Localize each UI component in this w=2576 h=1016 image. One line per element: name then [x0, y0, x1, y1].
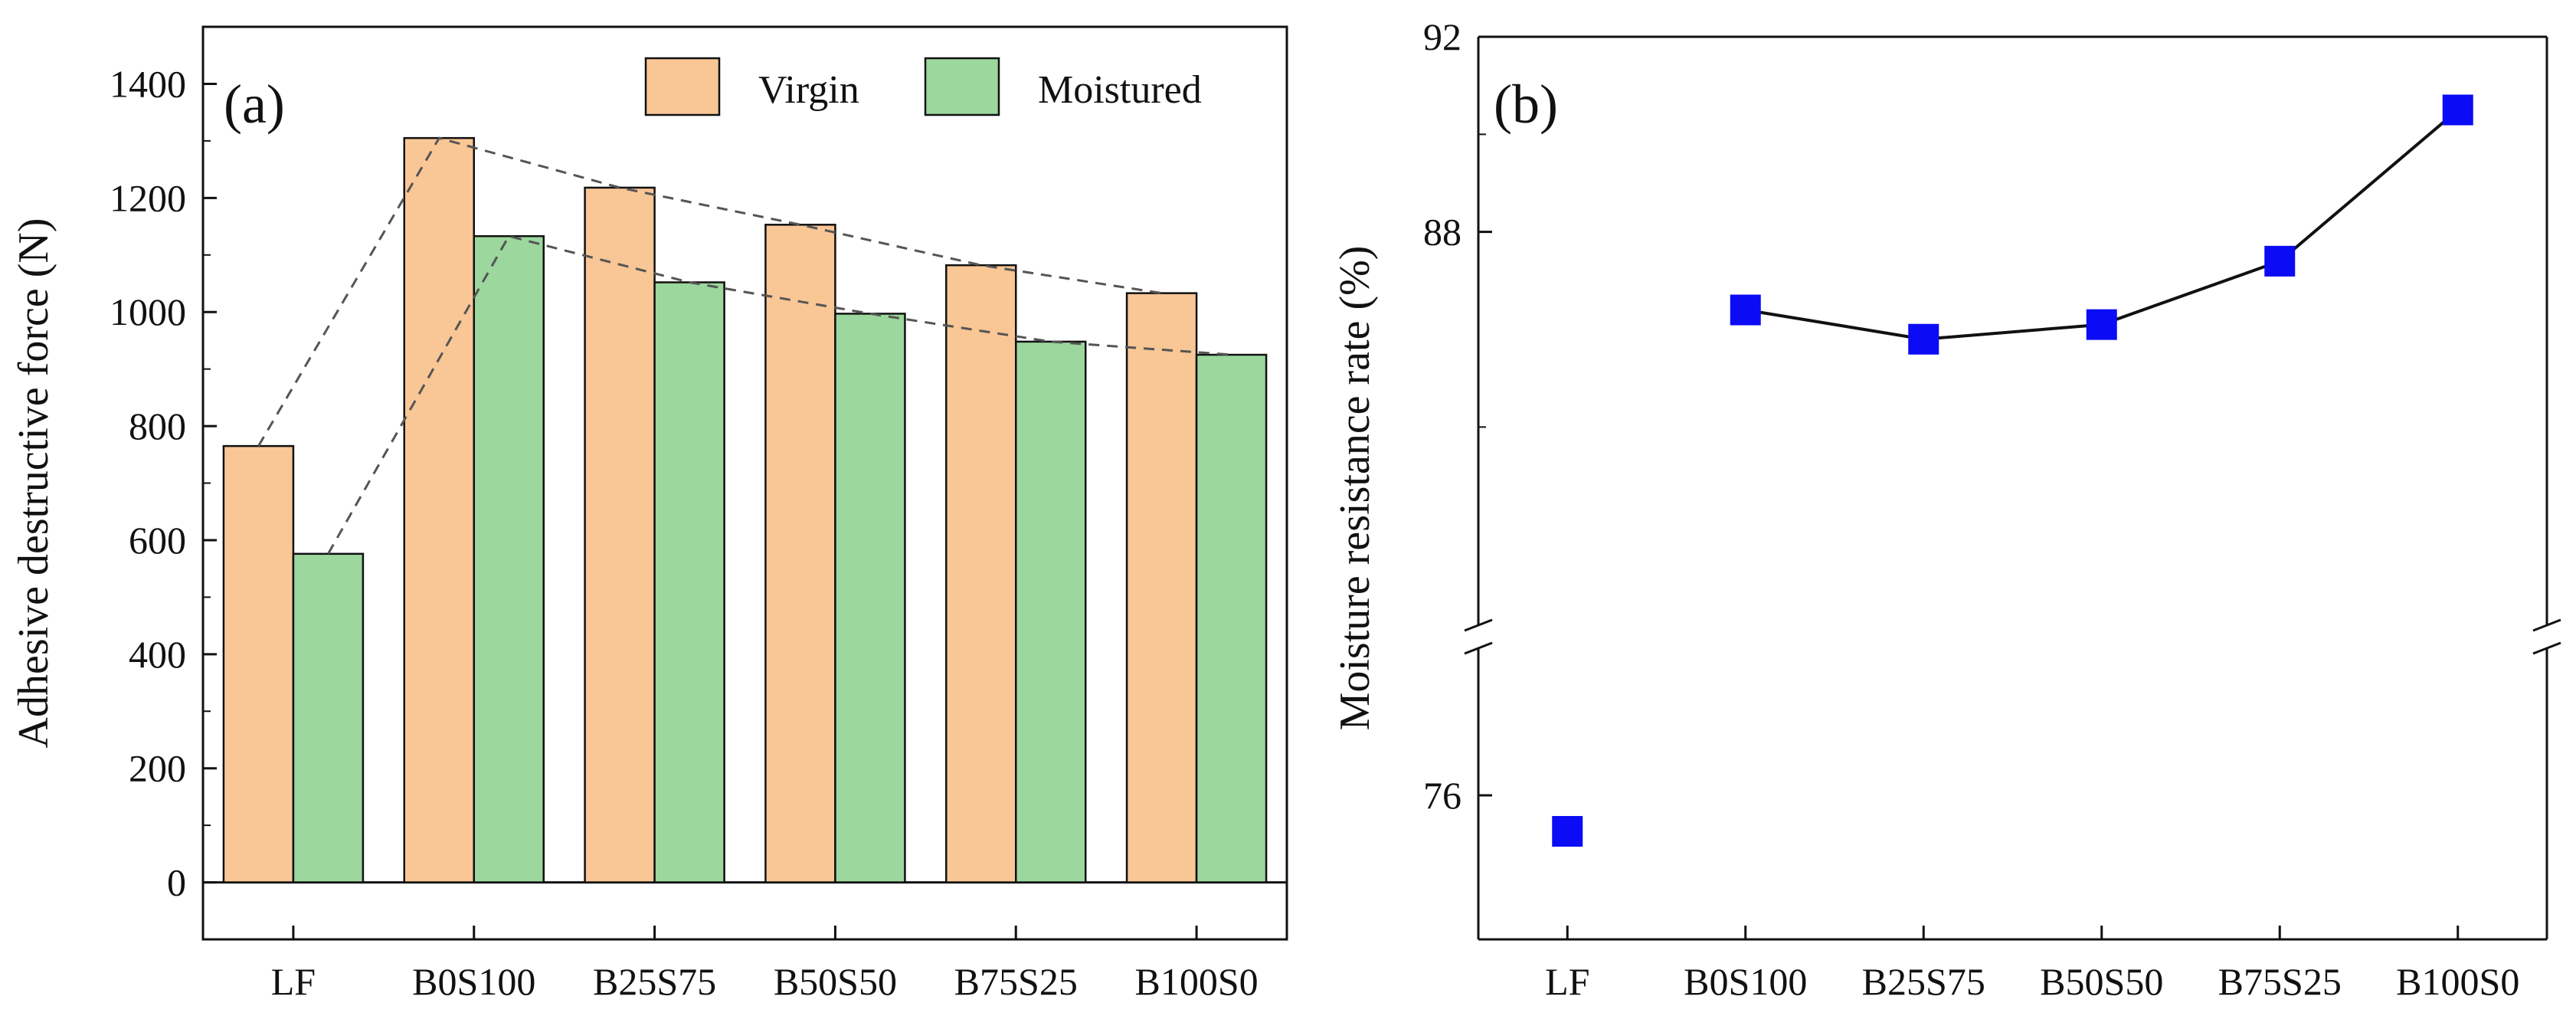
x-tick-label-a: LF	[271, 960, 316, 1003]
y-tick-label-a: 200	[129, 747, 186, 790]
bar-virgin	[222, 444, 295, 883]
y-tick-label-b: 76	[1423, 774, 1461, 817]
x-tick-label-b: B75S25	[2218, 960, 2342, 1003]
y-axis-title-b: Moisture resistance rate (%)	[1331, 246, 1379, 731]
x-tick-label-a: B0S100	[412, 960, 535, 1003]
bar-virgin	[403, 136, 475, 883]
y-tick-label-a: 0	[167, 861, 186, 904]
bar-moistured	[834, 313, 906, 883]
y-tick-label-a: 1400	[110, 62, 186, 105]
bar-moistured	[473, 234, 545, 883]
bar-moistured	[653, 281, 725, 883]
data-point-marker	[1552, 816, 1583, 847]
bar-virgin	[584, 186, 656, 883]
y-tick-label-a: 400	[129, 633, 186, 676]
bar-moistured	[292, 552, 365, 883]
panel-b-line-chart: 76 88 92 LF B0S100 B25S75 B50S50 B75S25 B100S0 Mo…	[1331, 15, 2561, 1003]
trend-line-moistured	[327, 234, 1232, 555]
axis-break-mark	[1464, 618, 1493, 632]
x-tick-label-b: B25S75	[1862, 960, 1985, 1003]
x-tick-label-a: B75S25	[954, 960, 1078, 1003]
x-tick-label-b: B100S0	[2396, 960, 2519, 1003]
data-point-marker	[2086, 309, 2117, 340]
axis-break-mark	[2532, 641, 2561, 655]
data-point-marker	[1730, 294, 1761, 326]
legend-swatch-moistured	[924, 57, 1000, 116]
y-tick-label-a: 1000	[110, 290, 186, 333]
legend-swatch-virgin	[644, 57, 721, 116]
legend-label-virgin: Virgin	[758, 68, 859, 112]
panel-label-a: (a)	[224, 74, 285, 135]
y-tick-label-a: 600	[129, 519, 186, 562]
axis-break-mark	[1464, 641, 1493, 655]
y-tick-label-a: 1200	[110, 176, 186, 219]
panel-a-bar-chart: 0 200 400 600 800 1000 1200 1400 LF B0S100 B25S75 B…	[10, 25, 1288, 1003]
y-tick-label-b: 92	[1423, 15, 1461, 58]
panel-label-b: (b)	[1494, 74, 1558, 135]
x-tick-label-a: B100S0	[1134, 960, 1258, 1003]
bar-virgin	[945, 264, 1017, 883]
x-tick-label-b: B50S50	[2040, 960, 2163, 1003]
data-point-marker	[1908, 323, 1939, 355]
y-axis-title-a: Adhesive destructive force (N)	[10, 218, 57, 749]
y-tick-label-b: 88	[1423, 211, 1461, 254]
x-tick-label-b: LF	[1545, 960, 1589, 1003]
x-tick-label-a: B25S75	[593, 960, 716, 1003]
series-line	[1745, 108, 2460, 341]
plot-frame-a	[201, 25, 1288, 941]
bar-moistured	[1015, 340, 1087, 883]
data-point-marker	[2264, 245, 2296, 277]
x-tick-label-b: B0S100	[1684, 960, 1807, 1003]
legend-label-moistured: Moistured	[1038, 68, 1202, 112]
bar-virgin	[764, 224, 836, 883]
axis-break-mark	[2532, 618, 2561, 632]
x-tick-label-a: B50S50	[774, 960, 897, 1003]
trend-line-virgin	[257, 136, 1162, 447]
bar-moistured	[1195, 353, 1268, 883]
bar-virgin	[1125, 292, 1198, 883]
data-point-marker	[2442, 94, 2473, 126]
y-tick-label-a: 800	[129, 405, 186, 447]
